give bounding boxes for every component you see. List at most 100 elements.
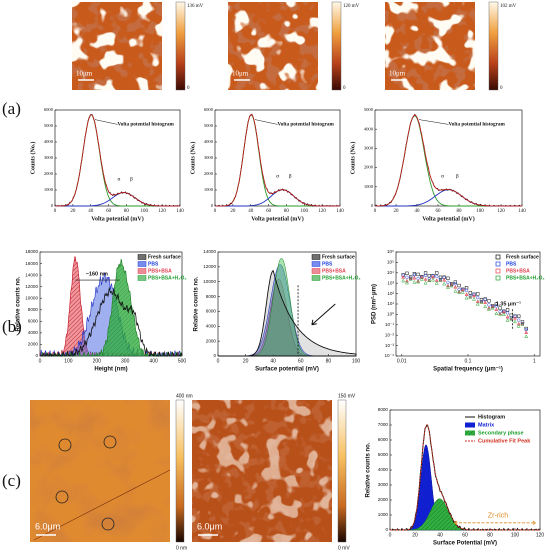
psd-point [487,307,491,311]
psd-point [460,289,465,294]
psd-point [501,312,506,316]
image-veins [72,2,162,90]
region-circle [58,438,72,452]
psd-point [427,278,432,283]
matrix-area [390,444,540,531]
y-tick-label: 6000 [28,319,39,324]
scale-bar-label: 6.0μm [35,521,60,531]
x-tick-label: 0.1 [465,358,472,364]
y-tick-label: 1000 [44,187,54,192]
psd-point [442,281,447,286]
peak-label: β [456,174,459,180]
y-tick-label: 0 [51,203,54,208]
psd-point [464,288,469,293]
fit-beta [215,189,340,207]
plot: 0 20 40 60 80 100 120 140 0 1000 2000 3000 4000 5000 V… [349,107,526,222]
legend-label: PBS [506,261,517,267]
cumulative-fit [375,114,522,207]
annotation-arrow [419,119,449,125]
legend-swatch [137,254,147,260]
y-tick-label: 10⁴ [387,270,394,275]
y-tick-label: 5000 [378,452,389,457]
psd-point [438,278,443,282]
y-tick-label: 4000 [28,330,39,335]
psd-point [405,280,409,285]
psd-point [517,318,521,322]
scale-bar-label: 10μm [232,70,249,78]
x-tick-label: 60 [298,358,304,364]
x-tick-label: 20 [243,358,249,364]
x-tick-label: 200 [93,358,102,364]
scratch [33,469,171,541]
legend-label: Fresh surface [148,254,181,260]
region-circle [101,517,115,531]
y-tick-label: 10000 [203,279,216,284]
annotation: Volta potential histogram [449,122,506,128]
y-tick-label: 2000 [204,171,214,176]
y-tick-label: 4000 [378,467,389,472]
afm-image: 10μm 136 mV 0 [72,1,204,91]
cumulative-fit [215,114,340,207]
y-tick-label: 0 [371,203,374,208]
image-veins [192,400,332,542]
y-tick-label: 12000 [25,284,38,289]
psd-point [419,277,424,281]
psd-point [475,301,480,306]
legend-swatch [311,254,321,260]
psd-point [520,322,525,326]
psd-point [505,308,510,312]
range-arrow [454,520,536,526]
legend-label: PBS+BSA+H₂O₂ [506,275,545,281]
annotation: ~160 nm [86,271,108,277]
psd-point [498,312,503,316]
colorbar [337,399,347,543]
peak-label: α [118,176,121,182]
plot: 0 20 40 60 80 100 0 2000 4000 6000 8000 10000 12000 1… [194,249,361,372]
y-tick-label: 8000 [378,407,389,412]
x-tick-label: 60 [266,209,272,214]
legend-swatch [465,422,475,428]
psd-point [412,272,417,276]
psd-point [427,274,431,278]
y-axis-label: PSD (nm²·μm) [371,284,378,324]
y-tick-label: 2000 [44,171,54,176]
x-tick-label: 100 [141,209,149,214]
image-texture [30,400,170,542]
legend-label: Cumulative Fit Peak [478,438,531,444]
y-tick-label: 0 [211,203,214,208]
legend-swatch [137,268,147,274]
x-tick-label: 20 [70,209,76,214]
y-tick-label: 5000 [44,123,54,128]
psd-point [509,316,514,321]
legend-swatch [311,275,321,281]
x-axis-label: Height (nm) [94,367,127,373]
annotation: Zr-rich [488,513,508,520]
x-axis-label: Volta potential (mV) [251,215,303,222]
cumulative-fit [55,114,180,207]
x-axis-label: Spatial frequency (μm⁻¹) [433,366,503,373]
psd-point [435,271,439,275]
x-tick-label: 500 [178,358,187,364]
psd-point [405,275,409,279]
y-tick-label: 8000 [206,294,217,299]
legend-marker [495,261,501,267]
psd-point [416,272,420,277]
psd-point [423,277,428,281]
legend-swatch [311,261,321,267]
legend-label: Fresh surface [506,254,539,260]
y-axis-label: Counts (No.) [349,142,356,175]
x-tick-label: 1 [533,358,536,364]
afm-image: 10μm 102 mV 0 [385,1,517,91]
y-tick-label: 10⁻¹ [385,322,395,327]
x-tick-label: 60 [462,532,468,538]
x-tick-label: 40 [437,532,443,538]
plot: 0.01 0.1 1 10⁻⁴ 10⁻³ 10⁻² 10⁻¹ 10⁰ 10¹ 10² 10³ 10⁴ 1… [371,249,545,372]
y-tick-label: 10³ [387,280,394,285]
histogram [54,113,181,207]
peak-label: α [276,174,279,180]
psd-point [401,275,406,279]
x-tick-label: 140 [176,209,184,214]
psd-point [460,287,465,292]
legend-label: PBS+BSA+H₂O₂ [322,275,361,281]
